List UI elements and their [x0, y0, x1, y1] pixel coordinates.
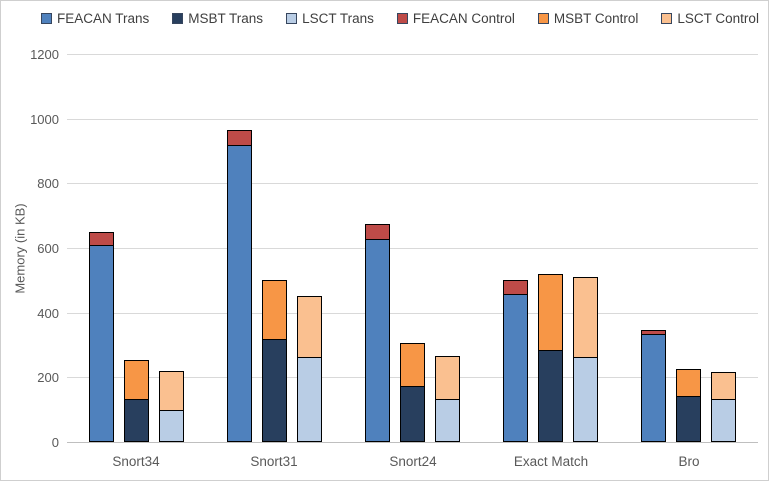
x-category-label: Snort24	[389, 454, 437, 469]
legend-swatch-icon	[286, 13, 298, 24]
segment-feacan-control	[228, 131, 251, 146]
legend-item-lsct-control: LSCT Control	[661, 11, 759, 26]
gridline	[67, 54, 758, 55]
legend-label: LSCT Trans	[302, 11, 374, 26]
segment-msbt-control	[677, 370, 700, 397]
bar-msbt-snort34	[124, 360, 149, 442]
y-tick-label: 1000	[30, 112, 59, 127]
legend-label: FEACAN Trans	[57, 11, 150, 26]
x-category-label: Snort31	[250, 454, 298, 469]
y-tick-label: 600	[37, 241, 59, 256]
segment-feacan-control	[90, 233, 113, 246]
bar-lsct-exact-match	[573, 277, 598, 442]
y-tick-label: 1200	[30, 47, 59, 62]
segment-feacan-trans	[504, 294, 527, 441]
segment-lsct-control	[436, 357, 459, 400]
segment-msbt-control	[263, 281, 286, 340]
segment-feacan-trans	[642, 334, 665, 441]
legend-item-lsct-trans: LSCT Trans	[286, 11, 374, 26]
bar-feacan-snort34	[89, 232, 114, 442]
legend-swatch-icon	[41, 13, 52, 24]
segment-msbt-control	[539, 275, 562, 351]
legend-label: LSCT Control	[677, 11, 759, 26]
legend-label: MSBT Trans	[188, 11, 264, 26]
legend-item-feacan-control: FEACAN Control	[396, 11, 515, 26]
segment-lsct-control	[574, 278, 597, 358]
legend-label: MSBT Control	[553, 11, 639, 26]
x-category-label: Exact Match	[513, 454, 589, 469]
bar-feacan-bro	[641, 330, 666, 442]
segment-msbt-trans	[539, 350, 562, 441]
bar-msbt-snort24	[400, 343, 425, 442]
bar-feacan-snort31	[227, 130, 252, 442]
segment-lsct-trans	[160, 410, 183, 441]
bar-lsct-snort24	[435, 356, 460, 442]
segment-lsct-control	[298, 297, 321, 358]
segment-lsct-trans	[298, 357, 321, 441]
segment-msbt-trans	[125, 399, 148, 441]
bar-feacan-exact-match	[503, 280, 528, 442]
segment-msbt-control	[401, 344, 424, 387]
bar-feacan-snort24	[365, 224, 390, 442]
segment-lsct-trans	[712, 399, 735, 441]
chart-legend: FEACAN Trans MSBT Trans LSCT Trans FEACAN C…	[41, 11, 762, 26]
segment-lsct-trans	[436, 399, 459, 441]
legend-swatch-icon	[172, 13, 184, 24]
legend-item-msbt-control: MSBT Control	[537, 11, 639, 26]
legend-swatch-icon	[396, 13, 408, 24]
segment-lsct-trans	[574, 357, 597, 441]
gridline	[67, 248, 758, 249]
gridline	[67, 313, 758, 314]
legend-swatch-icon	[661, 13, 673, 24]
gridline	[67, 119, 758, 120]
y-tick-label: 400	[37, 306, 59, 321]
x-category-label: Bro	[678, 454, 700, 469]
legend-label: FEACAN Control	[412, 11, 515, 26]
segment-feacan-control	[366, 225, 389, 240]
x-category-label: Snort34	[112, 454, 160, 469]
segment-msbt-control	[125, 361, 148, 400]
segment-lsct-control	[160, 372, 183, 411]
segment-feacan-control	[642, 331, 665, 335]
bar-msbt-exact-match	[538, 274, 563, 442]
legend-item-feacan-trans: FEACAN Trans	[41, 11, 149, 26]
legend-swatch-icon	[537, 13, 549, 24]
segment-feacan-trans	[366, 239, 389, 441]
segment-feacan-trans	[228, 145, 251, 441]
bar-lsct-snort31	[297, 296, 322, 442]
bar-msbt-snort31	[262, 280, 287, 442]
bar-lsct-snort34	[159, 371, 184, 442]
segment-msbt-trans	[677, 396, 700, 441]
segment-msbt-trans	[263, 339, 286, 441]
bar-lsct-bro	[711, 372, 736, 442]
segment-feacan-trans	[90, 245, 113, 441]
gridline	[67, 183, 758, 184]
y-tick-label: 200	[37, 370, 59, 385]
y-tick-label: 0	[51, 435, 59, 450]
segment-lsct-control	[712, 373, 735, 400]
bar-msbt-bro	[676, 369, 701, 442]
y-tick-label: 800	[37, 176, 59, 191]
segment-msbt-trans	[401, 386, 424, 441]
x-axis-line	[67, 442, 758, 443]
segment-feacan-control	[504, 281, 527, 295]
legend-item-msbt-trans: MSBT Trans	[172, 11, 263, 26]
